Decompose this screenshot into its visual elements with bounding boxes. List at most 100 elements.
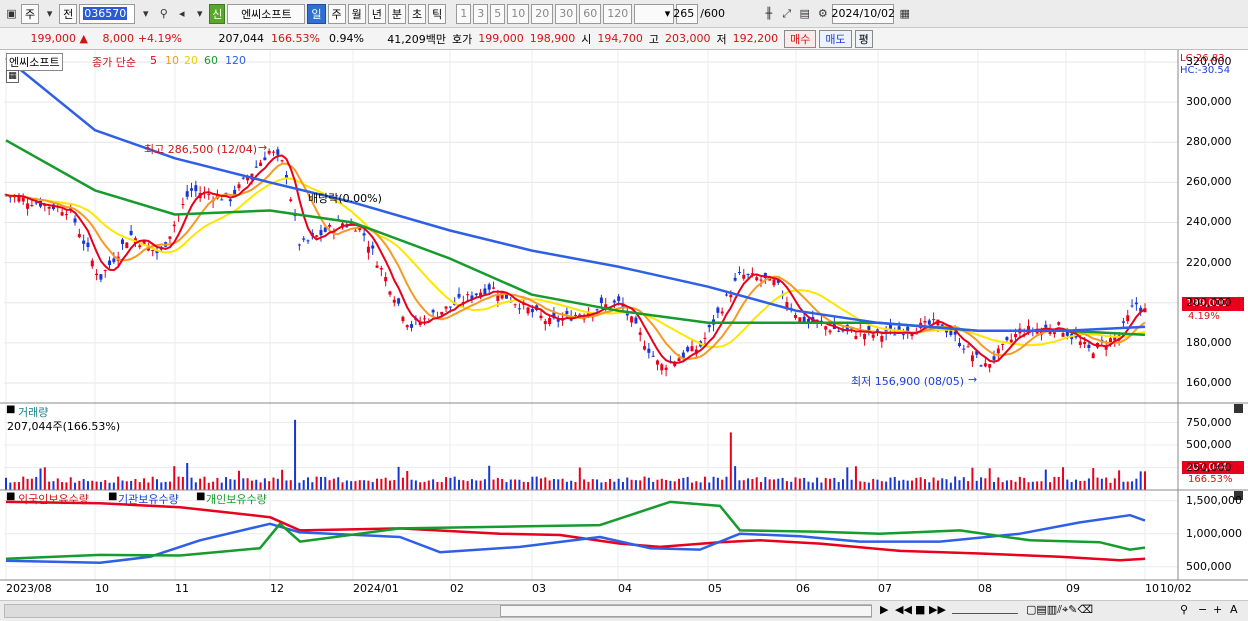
search-icon[interactable]: ⚲	[159, 7, 168, 20]
candle-body	[259, 162, 263, 166]
tab-tick[interactable]: 틱	[428, 3, 447, 24]
minute-option-30[interactable]: 30	[555, 3, 578, 24]
candle-body	[863, 333, 867, 340]
forward-icon[interactable]: ▶▶	[929, 603, 946, 616]
minute-option-5[interactable]: 5	[490, 3, 506, 24]
minute-option-20[interactable]: 20	[531, 3, 554, 24]
chevron-down-icon[interactable]: ▾	[142, 7, 149, 20]
volume-bar	[181, 477, 184, 490]
tab-month[interactable]: 월	[347, 3, 366, 24]
sell-button[interactable]: 매도	[819, 29, 852, 48]
last-price-pct: 4.19%	[1188, 311, 1220, 322]
gear-icon[interactable]: ⚙	[817, 7, 828, 20]
candle-body	[729, 294, 733, 298]
dividend-annotation: 배당락(0.00%)	[308, 192, 382, 205]
minute-option-120[interactable]: 120	[603, 3, 633, 24]
candle-body	[64, 214, 68, 216]
candle-body	[906, 326, 910, 333]
tab-week[interactable]: 주	[327, 3, 346, 24]
panel-marker-icon: ■	[6, 491, 16, 502]
rewind-icon[interactable]: ◀◀	[895, 603, 912, 616]
speaker-icon[interactable]: ◂	[178, 7, 185, 20]
stock-name: 엔씨소프트	[227, 3, 306, 24]
candle-body	[970, 355, 974, 362]
layout-icon[interactable]: ▣	[6, 7, 17, 20]
minute-option-1[interactable]: 1	[456, 3, 472, 24]
candle-body	[500, 292, 504, 299]
volume-bar	[99, 481, 102, 490]
chart-area[interactable]: 엔씨소프트 ▦ 종가 단순 5 10 20 60 120 LC:26.83 HC…	[0, 50, 1248, 621]
panel-close-icon[interactable]	[1234, 404, 1243, 413]
chevron-down-icon[interactable]: ▾	[196, 7, 203, 20]
magnifier-icon[interactable]: ⚲	[1180, 603, 1189, 616]
minute-option-60[interactable]: 60	[579, 3, 602, 24]
period-type-select[interactable]: 주	[21, 3, 40, 24]
custom-period-select[interactable]: ▾	[634, 3, 675, 24]
volume-bar	[816, 477, 819, 490]
candle-body	[181, 203, 185, 205]
tab-year[interactable]: 년	[367, 3, 386, 24]
volume-bar	[518, 479, 521, 490]
holding-tick-label: 500,000	[1186, 559, 1232, 573]
font-size-icon[interactable]: A	[1230, 603, 1238, 616]
volume-bar	[949, 482, 952, 490]
tab-second[interactable]: 초	[408, 3, 427, 24]
minute-option-3[interactable]: 3	[473, 3, 489, 24]
open-label: 시	[581, 32, 592, 46]
play-icon[interactable]: ▶	[880, 603, 889, 616]
date-tick-label: 2023/08	[6, 582, 52, 595]
volume-bar	[630, 479, 633, 490]
panel-marker-icon: ■	[6, 404, 16, 415]
count-input[interactable]: 265	[673, 3, 699, 24]
save-icon[interactable]: ▤	[799, 7, 810, 20]
volume-bar	[242, 478, 245, 490]
panel-close-icon[interactable]	[1234, 491, 1243, 500]
candle-body	[785, 302, 789, 308]
volume-bar	[975, 480, 978, 490]
zoom-tools-icon[interactable]: ▢▤▥⫽⌖✎⌫	[1026, 603, 1094, 616]
holding-tick-label: 1,500,000	[1186, 493, 1242, 507]
date-tick-label: 03	[532, 582, 546, 595]
draw-icon[interactable]: ⤢	[782, 6, 792, 20]
volume-bar	[686, 476, 689, 490]
volume-bar	[600, 482, 603, 490]
candle-body	[254, 166, 258, 168]
candle-body	[112, 258, 116, 263]
toolbar: ▣ 주 ▾ 전 036570 ▾ ⚲ ◂ ▾ 신 엔씨소프트 일 주 월 년 분…	[0, 0, 1248, 28]
candle-icon[interactable]: ╫	[765, 7, 773, 20]
ma-title: 종가 단순	[92, 56, 136, 69]
tab-day[interactable]: 일	[307, 3, 326, 24]
zoom-out-icon[interactable]: −	[1198, 603, 1208, 616]
volume-bar	[906, 480, 909, 490]
zoom-in-icon[interactable]: +	[1213, 603, 1223, 616]
scroll-track[interactable]	[4, 604, 872, 618]
date-input[interactable]: 2024/10/02	[832, 3, 895, 24]
candle-body	[155, 250, 159, 254]
candle-body	[806, 318, 810, 322]
volume-bar	[570, 480, 573, 490]
minute-option-10[interactable]: 10	[507, 3, 530, 24]
volume-bar	[561, 478, 564, 490]
volume-bar	[156, 479, 159, 490]
chart-canvas[interactable]	[0, 50, 1248, 621]
compare-button[interactable]: 전	[59, 3, 78, 24]
average-button[interactable]: 평	[854, 29, 873, 48]
stock-code-input[interactable]: 036570	[79, 3, 136, 24]
ma10-label: 10	[165, 54, 179, 67]
volume-bar	[151, 476, 154, 490]
scroll-thumb[interactable]	[500, 605, 872, 617]
volume-bar	[747, 478, 750, 490]
chevron-down-icon[interactable]: ▾	[46, 7, 53, 20]
speed-slider[interactable]	[952, 604, 1018, 614]
tab-minute[interactable]: 분	[387, 3, 406, 24]
stop-icon[interactable]: ■	[915, 603, 926, 616]
stock-legend[interactable]: 엔씨소프트	[6, 53, 63, 71]
buy-button[interactable]: 매수	[784, 29, 817, 48]
candle-body	[1001, 343, 1005, 345]
calendar-icon[interactable]: ▦	[899, 7, 910, 20]
grid-toggle-icon[interactable]: ▦	[6, 70, 19, 83]
individual-holding-label: 개인보유수량	[206, 493, 267, 506]
volume-bar	[583, 479, 586, 490]
candle-body	[401, 316, 405, 322]
candle-body	[1121, 321, 1125, 323]
